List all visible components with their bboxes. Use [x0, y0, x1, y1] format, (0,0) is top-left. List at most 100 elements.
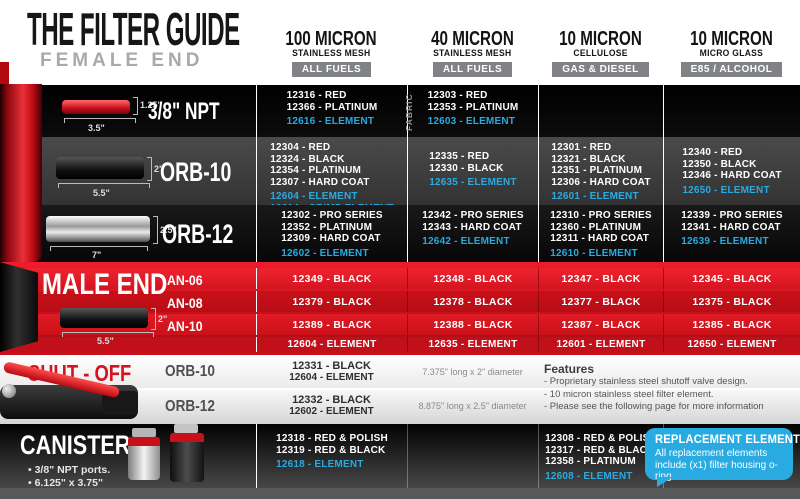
element-part-number: 12639 - ELEMENT	[681, 236, 769, 247]
canister-body-image	[128, 446, 160, 480]
part-number: 12309 - HARD COAT	[281, 233, 381, 244]
section-label-male-end: MALE END	[42, 268, 168, 301]
part-number: 12358 - PLATINUM	[545, 456, 636, 467]
part-number: 12342 - PRO SERIES	[422, 210, 524, 221]
cell-canister-cellulose: 12308 - RED & POLISH 12317 - RED & BLACK…	[538, 424, 663, 488]
canister-spec-bullet: • 6.125" x 3.75"	[28, 477, 103, 489]
dimension-height: 2"	[158, 314, 168, 324]
part-number: 12321 - BLACK	[551, 153, 626, 165]
cell-an10-cellulose: 12387 - BLACK	[538, 314, 663, 335]
element-part-number: 12642 - ELEMENT	[422, 236, 510, 247]
dimension-line	[62, 332, 154, 337]
media-type: MICRO GLASS	[699, 48, 764, 58]
row-label-orb10: ORB-10	[160, 157, 232, 187]
canister-bracket-image	[174, 424, 198, 433]
part-number: 12317 - RED & BLACK	[545, 444, 655, 456]
canister-black-image	[170, 424, 204, 482]
part-number: 12301 - RED	[551, 142, 612, 153]
row-orb10: 12304 - RED 12324 - BLACK 12354 - PLATIN…	[0, 137, 800, 216]
dimension-length: 5.5"	[93, 188, 110, 198]
features-title: Features	[544, 362, 595, 376]
element-part-number: 12604 - ELEMENT	[289, 371, 374, 383]
row-label-an08: AN-08	[167, 295, 203, 311]
row-label-shutoff-orb12: ORB-12	[165, 398, 215, 415]
part-number: 12341 - HARD COAT	[681, 221, 781, 233]
cell-npt-40micron: 12303 - RED 12353 - PLATINUM 12603 - ELE…	[407, 85, 538, 137]
element-part-number: 12650 - ELEMENT	[663, 337, 800, 352]
element-part-number: 12635 - ELEMENT	[429, 177, 517, 188]
part-number: 12331 - BLACK	[292, 359, 371, 372]
part-number: 12306 - HARD COAT	[551, 176, 651, 188]
row-label-shutoff-orb10: ORB-10	[165, 363, 215, 380]
dimension-line	[133, 97, 138, 115]
fuel-badge: ALL FUELS	[291, 62, 372, 77]
part-number: 12354 - PLATINUM	[270, 165, 362, 176]
dimension-length: 3.5"	[88, 123, 105, 133]
cell-orb10-40micron: 12335 - RED 12330 - BLACK 12635 - ELEMEN…	[407, 137, 538, 216]
dimension-length: 5.5"	[97, 336, 114, 346]
cell-orb12-40micron: 12342 - PRO SERIES 12343 - HARD COAT 126…	[407, 205, 538, 262]
cell-an06-40micron: 12348 - BLACK	[407, 268, 538, 289]
dimension-length: 7"	[92, 250, 102, 260]
element-part-number: 12604 - ELEMENT	[256, 337, 407, 352]
part-number: 12346 - HARD COAT	[682, 170, 782, 181]
canister-silver-image	[128, 428, 160, 480]
cell-orb12-100micron: 12302 - PRO SERIES 12352 - PLATINUM 1230…	[256, 205, 407, 262]
micron-rating: 40 MICRON	[431, 28, 514, 50]
canister-body-image	[170, 442, 204, 482]
cell-npt-cellulose-empty	[538, 85, 663, 137]
feature-item: - Please see the following page for more…	[544, 401, 764, 412]
male-row-band	[0, 268, 800, 289]
cell-an08-100micron: 12379 - BLACK	[256, 291, 407, 312]
row-orb12: 12302 - PRO SERIES 12352 - PLATINUM 1230…	[0, 205, 800, 262]
part-number: 12353 - PLATINUM	[427, 101, 519, 113]
cell-an06-100micron: 12349 - BLACK	[256, 268, 407, 289]
section-shut-off: 12331 - BLACK 12604 - ELEMENT 7.375" lon…	[0, 352, 800, 424]
cell-an10-40micron: 12388 - BLACK	[407, 314, 538, 335]
page-title: THE FILTER GUIDE	[27, 4, 240, 56]
part-number: 12303 - RED	[427, 90, 488, 101]
media-type: STAINLESS MESH	[433, 48, 512, 58]
part-number: 12366 - PLATINUM	[286, 101, 378, 113]
part-number: 12360 - PLATINUM	[550, 221, 642, 233]
part-number: 12332 - BLACK	[292, 394, 371, 406]
dimension-height: 2.5"	[160, 225, 177, 235]
row-label-an10: AN-10	[167, 318, 203, 334]
cell-shutoff-orb10: 12331 - BLACK 12604 - ELEMENT	[256, 355, 407, 388]
dimension-line	[50, 246, 148, 251]
canister-bracket-image	[132, 428, 156, 437]
cell-an06-microglass: 12345 - BLACK	[663, 268, 800, 289]
media-type: STAINLESS MESH	[292, 48, 371, 58]
features-block: Features - Proprietary stainless steel s…	[538, 355, 800, 424]
callout-title: REPLACEMENT ELEMENTS	[655, 434, 800, 446]
section-male-end: 12349 - BLACK 12348 - BLACK 12347 - BLAC…	[0, 262, 800, 352]
element-part-number: 12635 - ELEMENT	[407, 337, 538, 352]
canister-cap-image	[170, 433, 204, 442]
replacement-elements-callout: REPLACEMENT ELEMENTS All replacement ele…	[645, 428, 800, 487]
cell-an08-microglass: 12375 - BLACK	[663, 291, 800, 312]
male-row-band	[0, 314, 800, 335]
cell-an08-cellulose: 12377 - BLACK	[538, 291, 663, 312]
cell-orb10-microglass: 12340 - RED 12350 - BLACK 12346 - HARD C…	[663, 137, 800, 216]
cell-orb10-cellulose: 12301 - RED 12321 - BLACK 12351 - PLATIN…	[538, 137, 663, 216]
part-number: 12350 - BLACK	[682, 158, 757, 170]
part-number: 12339 - PRO SERIES	[681, 210, 783, 221]
part-number: 12308 - RED & POLISH	[545, 433, 657, 444]
column-header-10-micron-cellulose: 10 MICRON CELLULOSE GAS & DIESEL	[538, 0, 663, 85]
red-filter-photo-edge	[0, 62, 9, 85]
part-number: 12340 - RED	[682, 147, 743, 158]
cell-canister-40micron-empty	[407, 424, 538, 488]
brand-block: THE FILTER GUIDE FEMALE END	[0, 0, 256, 85]
dimension-line	[151, 308, 156, 330]
cell-an06-cellulose: 12347 - BLACK	[538, 268, 663, 289]
inline-filter-black-image	[60, 308, 148, 328]
cell-an10-microglass: 12385 - BLACK	[663, 314, 800, 335]
element-part-number: 12601 - ELEMENT	[551, 191, 639, 202]
part-number: 12316 - RED	[286, 90, 347, 101]
part-number: 12319 - RED & BLACK	[276, 444, 386, 456]
shutoff-row-band	[0, 355, 800, 388]
dimension-line	[64, 118, 136, 123]
row-npt: 12316 - RED 12366 - PLATINUM 12616 - ELE…	[0, 85, 800, 137]
media-type: CELLULOSE	[573, 48, 628, 58]
